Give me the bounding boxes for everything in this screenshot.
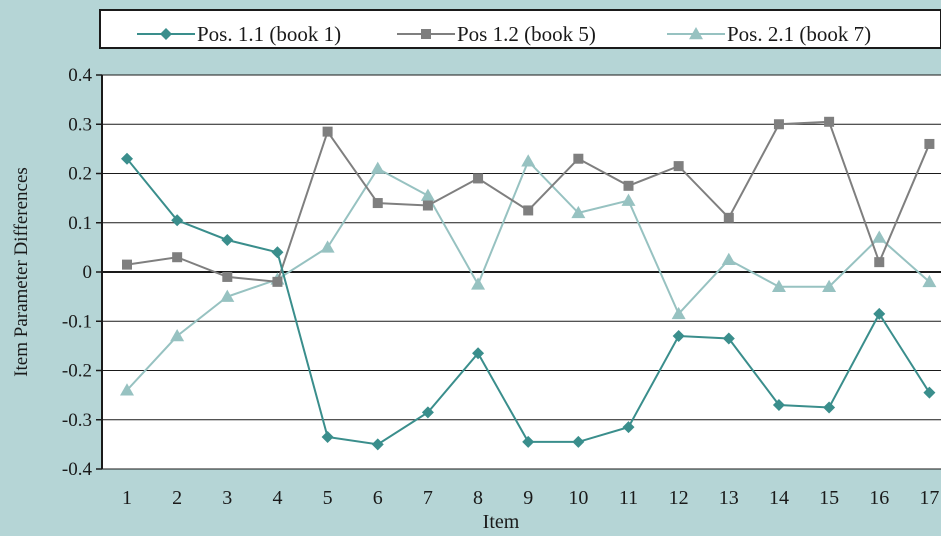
data-point-square [623, 180, 634, 191]
data-point-square [874, 257, 885, 268]
data-point-diamond [572, 435, 585, 448]
data-point-square [422, 200, 433, 211]
x-tick-label: 11 [619, 487, 638, 509]
series-lines [120, 116, 937, 451]
x-tick-label: 1 [122, 487, 132, 509]
data-point-square [773, 119, 784, 130]
data-point-triangle [671, 306, 686, 320]
data-point-diamond [121, 152, 133, 165]
series-square [122, 116, 935, 287]
data-point-diamond [672, 330, 685, 343]
data-point-triangle [571, 205, 586, 219]
axes: 0.40.30.20.10-0.1-0.2-0.3-0.41 2 3 4 5 6 7 8 9 10… [62, 65, 939, 509]
data-point-square [473, 173, 484, 184]
data-point-diamond [923, 386, 936, 399]
x-tick-label: 12 [669, 487, 689, 509]
data-point-square [723, 212, 734, 223]
data-point-diamond [873, 307, 886, 320]
data-point-diamond [221, 233, 234, 246]
data-point-square [421, 29, 431, 39]
x-tick-label: 3 [222, 487, 232, 509]
data-point-triangle [120, 383, 134, 396]
data-point-diamond [722, 332, 735, 345]
legend-label: Pos. 2.1 (book 7) [727, 22, 871, 46]
data-point-square [573, 153, 584, 164]
data-point-diamond [823, 401, 836, 414]
legend-label: Pos 1.2 (book 5) [457, 22, 596, 46]
data-point-square [272, 276, 283, 287]
data-point-square [172, 252, 183, 263]
y-tick-label: 0.3 [68, 114, 92, 135]
data-point-triangle [320, 240, 335, 253]
y-tick-label: -0.4 [62, 459, 93, 480]
data-point-triangle [822, 279, 837, 293]
data-point-square [322, 126, 333, 137]
data-point-diamond [160, 28, 172, 40]
y-tick-label: 0.2 [68, 164, 92, 185]
x-tick-label: 17 [919, 487, 939, 509]
data-point-triangle [621, 193, 636, 206]
data-point-triangle [370, 161, 385, 174]
data-point-square [673, 161, 684, 172]
data-point-triangle [771, 279, 786, 293]
legend-label: Pos. 1.1 (book 1) [197, 22, 341, 46]
data-point-triangle [689, 27, 703, 40]
y-tick-label: 0.1 [68, 213, 92, 234]
data-point-triangle [420, 188, 435, 201]
data-point-diamond [321, 430, 334, 443]
data-point-square [523, 205, 534, 216]
data-point-square [372, 198, 383, 209]
x-tick-label: 13 [719, 487, 739, 509]
x-tick-label: 2 [172, 487, 182, 509]
y-tick-label: -0.3 [62, 410, 92, 431]
data-point-triangle [471, 277, 486, 290]
data-point-triangle [170, 329, 185, 342]
legend-box [99, 9, 941, 49]
x-tick-label: 5 [323, 487, 333, 509]
y-tick-label: 0 [83, 262, 93, 283]
data-point-square [122, 259, 132, 270]
data-point-diamond [371, 438, 384, 451]
gridlines [102, 74, 941, 470]
data-point-diamond [171, 214, 184, 227]
x-tick-label: 4 [272, 487, 282, 509]
data-point-square [924, 138, 935, 149]
y-tick-label: -0.1 [62, 311, 92, 332]
data-point-diamond [271, 246, 284, 259]
data-point-triangle [872, 230, 887, 243]
data-point-square [222, 271, 233, 282]
x-tick-label: 10 [568, 487, 588, 509]
data-point-diamond [472, 347, 485, 360]
x-tick-label: 15 [819, 487, 839, 509]
y-tick-label: -0.2 [62, 361, 92, 382]
data-point-diamond [522, 435, 535, 448]
data-point-triangle [220, 289, 235, 302]
data-point-triangle [521, 154, 536, 167]
legend: Pos. 1.1 (book 1) Pos 1.2 (book 5) Pos. 2.… [99, 9, 941, 49]
y-axis-title: Item Parameter Differences [11, 167, 32, 377]
data-point-diamond [421, 406, 434, 419]
x-tick-label: 7 [423, 487, 433, 509]
data-point-triangle [922, 274, 937, 288]
data-point-diamond [622, 421, 635, 434]
x-axis-title: Item [483, 511, 520, 531]
x-tick-label: 16 [869, 487, 889, 509]
x-tick-label: 6 [373, 487, 383, 509]
y-tick-label: 0.4 [68, 65, 92, 86]
series-diamond [121, 152, 936, 451]
data-point-diamond [772, 398, 785, 411]
data-point-triangle [721, 252, 736, 265]
x-tick-label: 8 [473, 487, 483, 509]
x-tick-label: 9 [523, 487, 533, 509]
x-tick-label: 14 [769, 487, 789, 509]
data-point-square [824, 116, 835, 127]
